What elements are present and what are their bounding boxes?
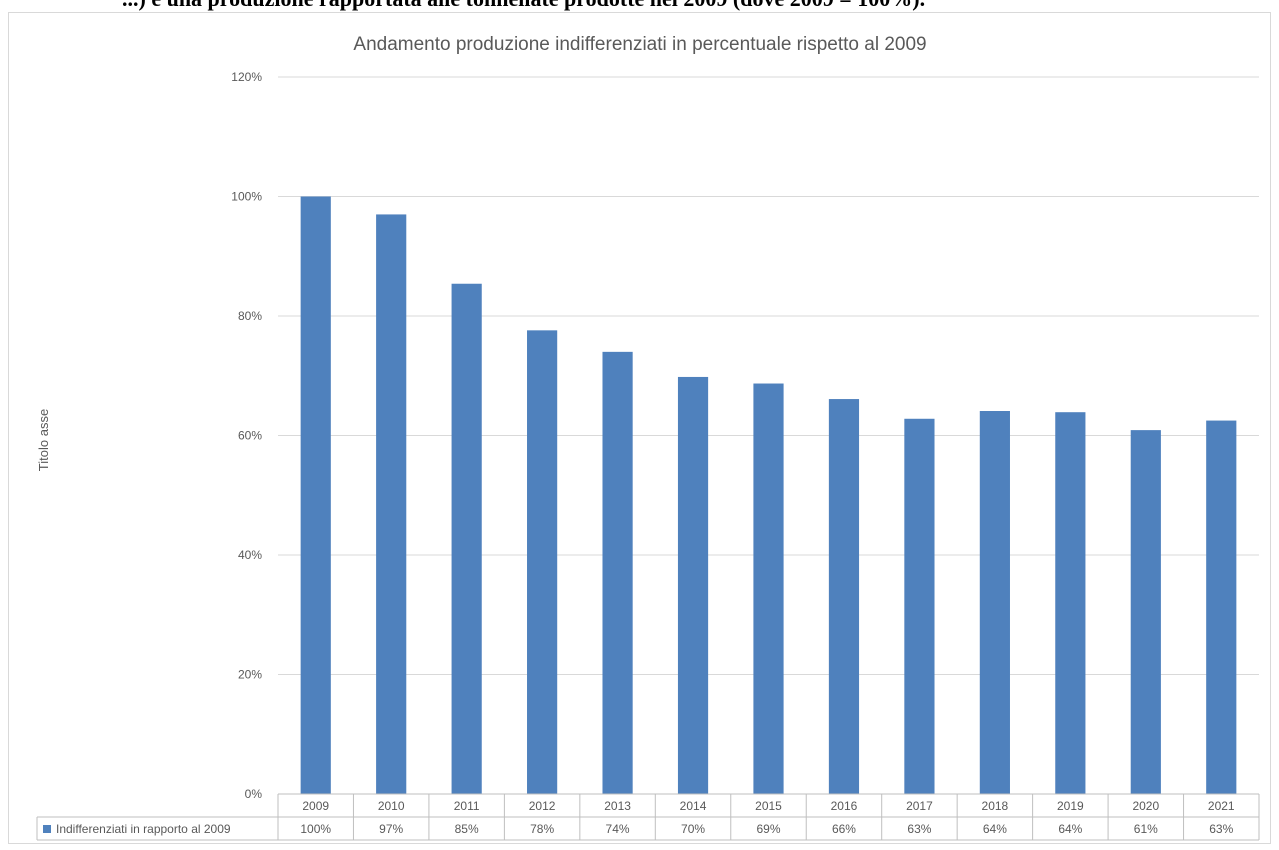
data-label: 64% [983,822,1007,836]
data-label: 61% [1134,822,1158,836]
y-tick-label: 0% [245,787,263,801]
y-tick-labels: 0% 20% 40% 60% 80% 100% 120% [231,70,262,801]
chart-svg: Andamento produzione indifferenziati in … [8,12,1271,844]
data-table: 2009 100% 2010 97% 2011 85% 2012 78% 2013 74% 2014… [36,793,1260,841]
data-label: 69% [756,822,780,836]
x-category-label: 2021 [1208,799,1235,813]
x-category-label: 2018 [982,799,1009,813]
bar [677,376,709,794]
legend-series-name: Indifferenziati in rapporto al 2009 [56,822,231,836]
chart: Andamento produzione indifferenziati in … [0,12,1279,845]
data-label: 63% [907,822,931,836]
y-tick-label: 120% [231,70,262,84]
bar [828,399,860,794]
data-label: 64% [1058,822,1082,836]
bar [602,351,633,794]
bar [904,418,935,794]
chart-title: Andamento produzione indifferenziati in … [353,34,926,55]
x-category-label: 2010 [378,799,405,813]
data-label: 97% [379,822,403,836]
data-label: 63% [1209,822,1233,836]
x-category-label: 2015 [755,799,782,813]
y-tick-label: 40% [238,548,262,562]
x-category-label: 2014 [680,799,707,813]
data-label: 78% [530,822,554,836]
page-header-text: ...) e una produzione rapportata alle to… [0,0,1279,12]
data-label: 66% [832,822,856,836]
x-category-label: 2011 [454,799,480,813]
x-category-label: 2020 [1132,799,1159,813]
bar [1206,420,1237,794]
y-tick-label: 80% [238,309,262,323]
x-category-label: 2012 [529,799,556,813]
y-tick-label: 100% [231,190,262,204]
x-category-label: 2009 [302,799,329,813]
bars [300,196,1237,795]
data-label: 100% [300,822,331,836]
bar [979,411,1010,794]
bar [300,196,331,794]
data-label: 85% [455,822,479,836]
y-axis-title: Titolo asse [36,409,51,471]
bar [1130,430,1161,794]
x-category-label: 2017 [906,799,933,813]
x-category-label: 2013 [604,799,631,813]
x-category-label: 2016 [831,799,858,813]
y-tick-label: 20% [238,668,262,682]
data-label: 74% [606,822,630,836]
bar [451,283,482,794]
data-label: 70% [681,822,705,836]
bar [527,330,558,794]
x-category-label: 2019 [1057,799,1084,813]
y-tick-label: 60% [238,429,262,443]
bar [1055,412,1086,794]
bar [753,383,784,794]
legend-key [43,825,51,833]
bar [376,214,407,795]
